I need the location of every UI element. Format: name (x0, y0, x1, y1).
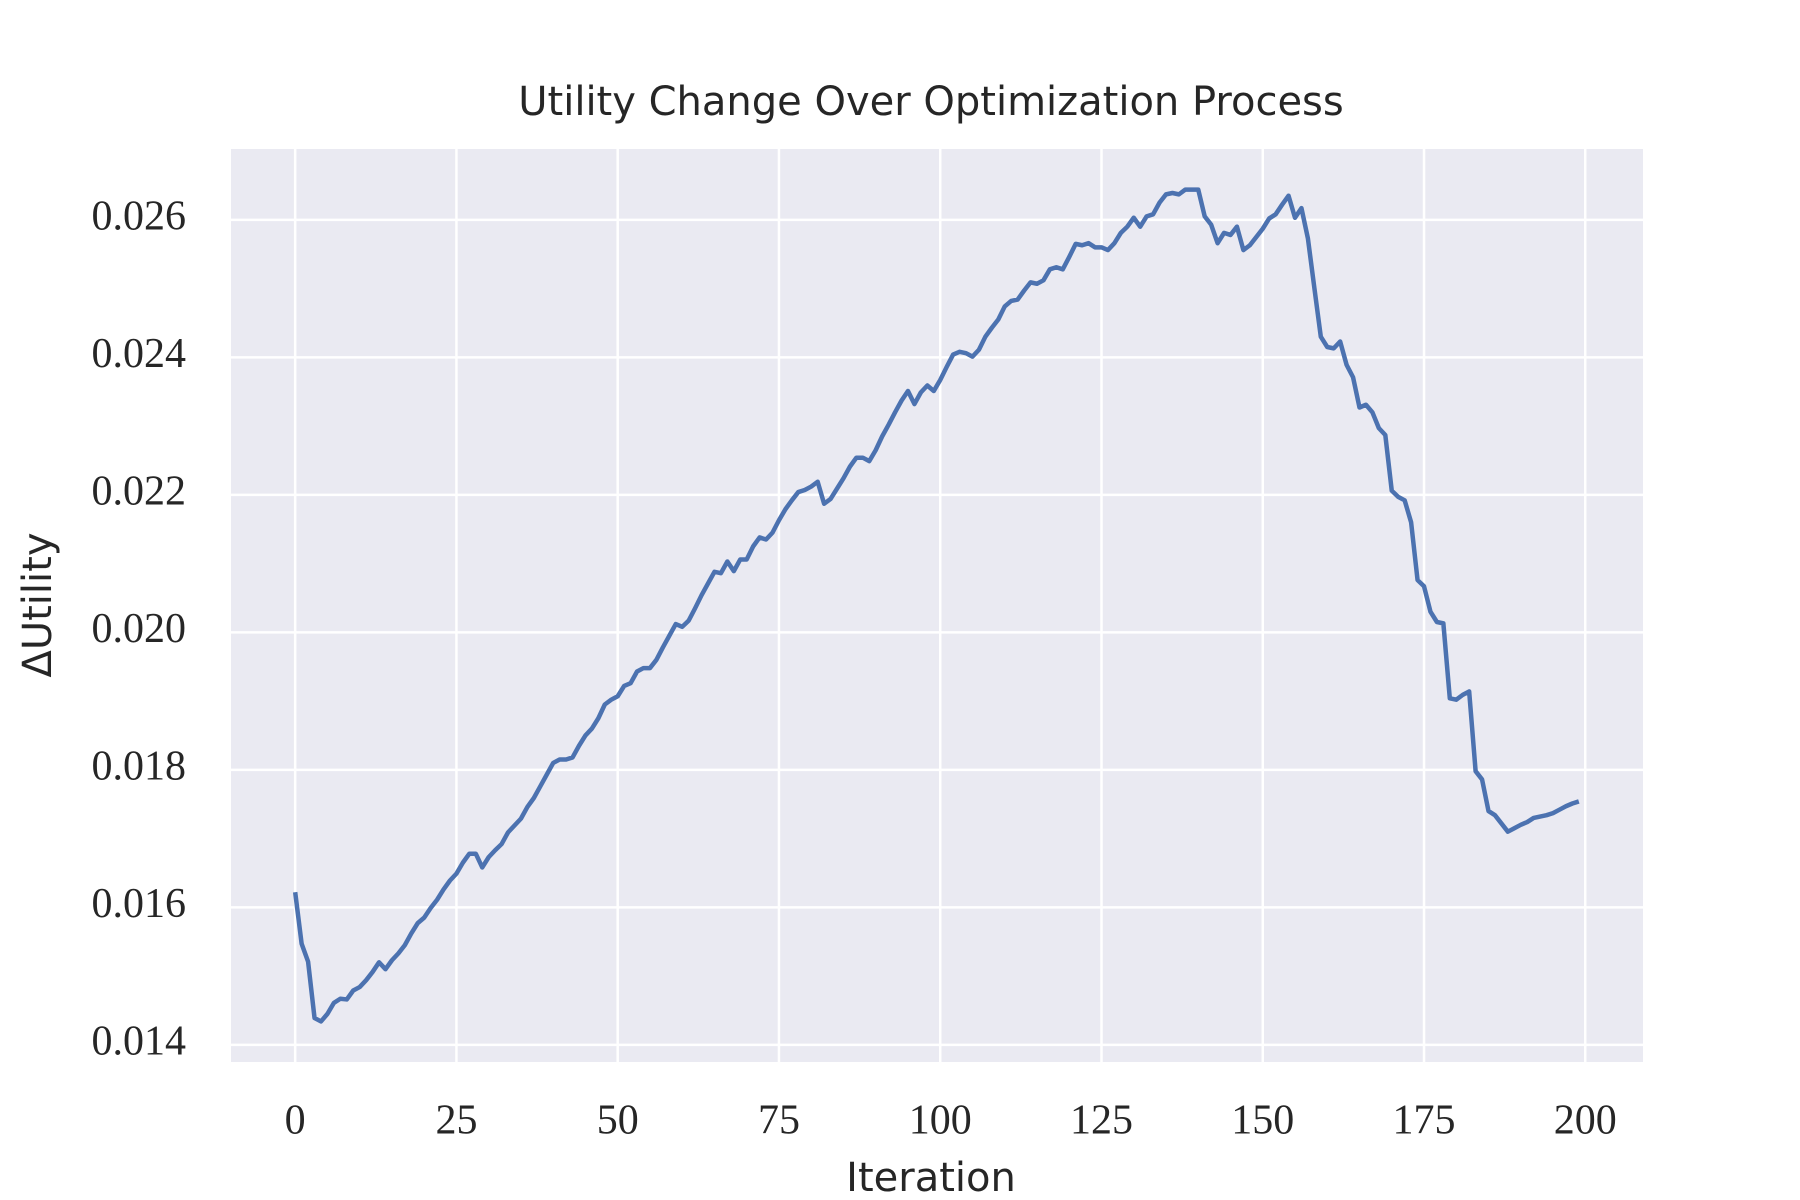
x-tick-label: 0 (285, 1098, 306, 1144)
y-tick-label: 0.018 (92, 743, 187, 789)
y-tick-label: 0.014 (92, 1018, 187, 1064)
x-tick-label: 150 (1231, 1098, 1294, 1144)
x-tick-label: 100 (909, 1098, 972, 1144)
chart-title: Utility Change Over Optimization Process (518, 79, 1344, 125)
line-series (292, 187, 1580, 1024)
x-tick-label: 125 (1070, 1098, 1133, 1144)
y-tick-label: 0.022 (92, 468, 187, 514)
x-axis-label: Iteration (846, 1155, 1016, 1200)
x-tick-label: 75 (758, 1098, 800, 1144)
y-tick-label: 0.024 (92, 331, 187, 377)
x-tick-label: 25 (435, 1098, 477, 1144)
x-tick-label: 200 (1554, 1098, 1617, 1144)
y-tick-label: 0.016 (92, 881, 187, 927)
y-axis-label: ΔUtility (15, 532, 61, 677)
plot-area (231, 149, 1643, 1062)
x-tick-label: 50 (597, 1098, 639, 1144)
y-tick-label: 0.026 (92, 193, 187, 239)
y-tick-label: 0.020 (92, 606, 187, 652)
x-tick-label: 175 (1393, 1098, 1456, 1144)
